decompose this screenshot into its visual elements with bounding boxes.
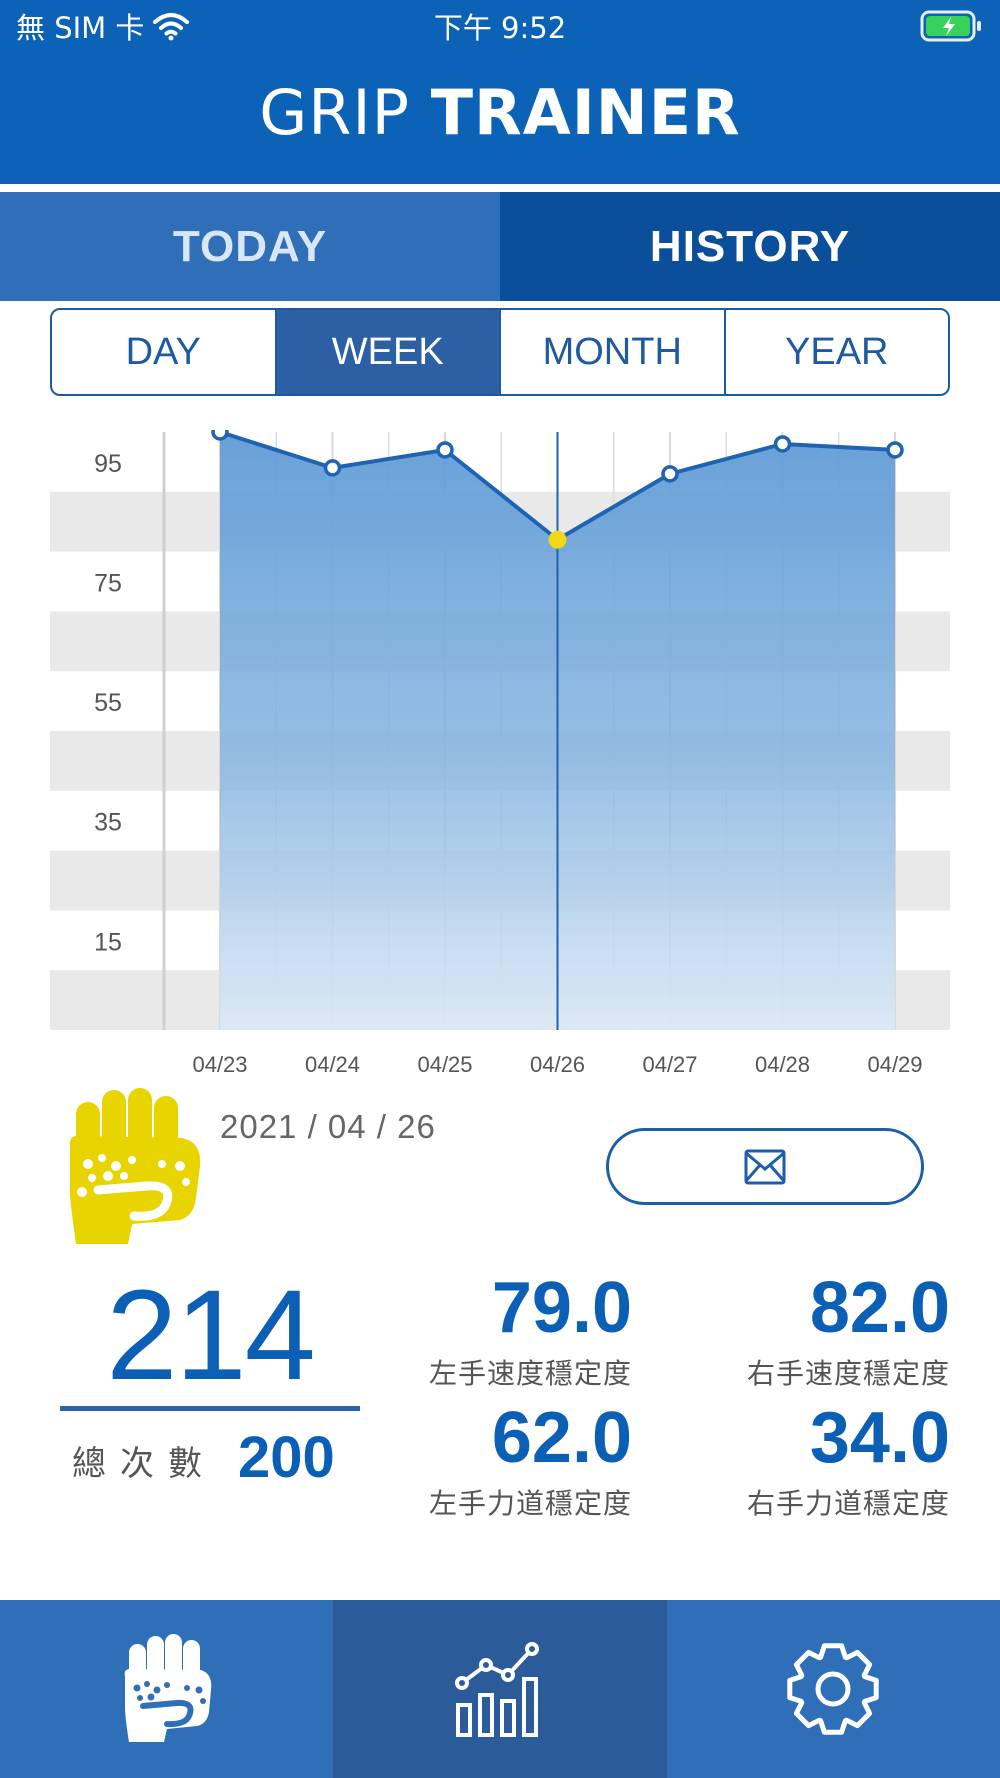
- nav-settings-button[interactable]: [666, 1600, 1000, 1778]
- x-tick-label: 04/28: [755, 1052, 810, 1077]
- fist-icon: [124, 1634, 211, 1742]
- total-count-value: 214: [106, 1264, 316, 1407]
- battery-icon: [920, 6, 984, 46]
- x-tick-label: 04/26: [530, 1052, 585, 1077]
- total-divider: [60, 1406, 360, 1411]
- x-tick-label: 04/29: [867, 1052, 922, 1077]
- period-month-button[interactable]: MONTH: [501, 310, 726, 394]
- data-point: [436, 441, 454, 459]
- status-time: 下午 9:52: [433, 11, 567, 45]
- data-point: [773, 435, 792, 453]
- tab-history[interactable]: HISTORY: [500, 192, 1000, 301]
- x-tick-label: 04/25: [417, 1052, 472, 1077]
- data-point: [323, 459, 342, 477]
- data-point: [211, 430, 229, 441]
- right-force-value: 34.0: [809, 1398, 950, 1478]
- period-year-button[interactable]: YEAR: [785, 330, 889, 373]
- nav-training-button[interactable]: [0, 1600, 334, 1778]
- x-tick-label: 04/23: [192, 1052, 247, 1077]
- bottom-nav: [0, 1600, 1000, 1778]
- period-selector: DAY WEEK MONTH YEAR: [50, 308, 950, 396]
- data-point: [661, 465, 679, 483]
- gear-icon: [787, 1643, 880, 1735]
- right-speed-stability: 82.0 右手速度穩定度: [650, 1272, 950, 1392]
- period-week-button[interactable]: WEEK: [276, 310, 501, 394]
- carrier-label: 無 SIM 卡: [16, 11, 145, 45]
- right-speed-value: 82.0: [809, 1268, 950, 1348]
- left-force-stability: 62.0 左手力道穩定度: [332, 1402, 632, 1522]
- history-chart[interactable]: 95 75 55 35 15 04/23 04/24 04/25 04/26 04/27 04/2…: [50, 430, 950, 1080]
- y-tick-label: 75: [94, 570, 122, 598]
- app-header: 無 SIM 卡 下午 9:52 GRIP TRAINER: [0, 0, 1000, 184]
- nav-history-button[interactable]: [333, 1600, 667, 1778]
- data-point-selected: [548, 530, 567, 549]
- right-force-stability: 34.0 右手力道穩定度: [650, 1402, 950, 1522]
- app-title-bold: TRAINER: [430, 76, 741, 149]
- mail-button[interactable]: [606, 1128, 924, 1205]
- data-point: [886, 441, 904, 459]
- header-divider: [0, 184, 1000, 192]
- fist-logo-icon: [69, 1088, 201, 1244]
- tab-today[interactable]: TODAY: [0, 192, 500, 301]
- y-tick-label: 35: [94, 809, 122, 837]
- left-speed-stability: 79.0 左手速度穩定度: [332, 1272, 632, 1392]
- status-bar-left: 無 SIM 卡: [16, 6, 190, 46]
- period-day-button[interactable]: DAY: [52, 310, 277, 394]
- left-speed-value: 79.0: [491, 1268, 632, 1348]
- wifi-icon: [153, 13, 190, 41]
- right-force-label: 右手力道穩定度: [746, 1487, 950, 1520]
- left-force-label: 左手力道穩定度: [428, 1487, 632, 1520]
- goal-count-value: 200: [238, 1425, 335, 1490]
- chart-icon: [454, 1642, 539, 1737]
- selected-date: 2021 / 04 / 26: [220, 1108, 436, 1145]
- left-speed-label: 左手速度穩定度: [428, 1357, 632, 1390]
- app-title: GRIP TRAINER: [0, 76, 1000, 149]
- y-tick-label: 15: [94, 928, 122, 956]
- right-speed-label: 右手速度穩定度: [746, 1357, 950, 1390]
- left-force-value: 62.0: [491, 1398, 632, 1478]
- x-tick-label: 04/27: [642, 1052, 697, 1077]
- x-tick-label: 04/24: [305, 1052, 360, 1077]
- main-tabs: TODAY HISTORY: [0, 192, 1000, 301]
- y-tick-label: 55: [94, 689, 122, 717]
- y-tick-label: 95: [94, 450, 122, 478]
- mail-icon: [744, 1149, 786, 1184]
- total-count-label: 總次數: [72, 1444, 216, 1484]
- app-title-light: GRIP: [259, 76, 410, 149]
